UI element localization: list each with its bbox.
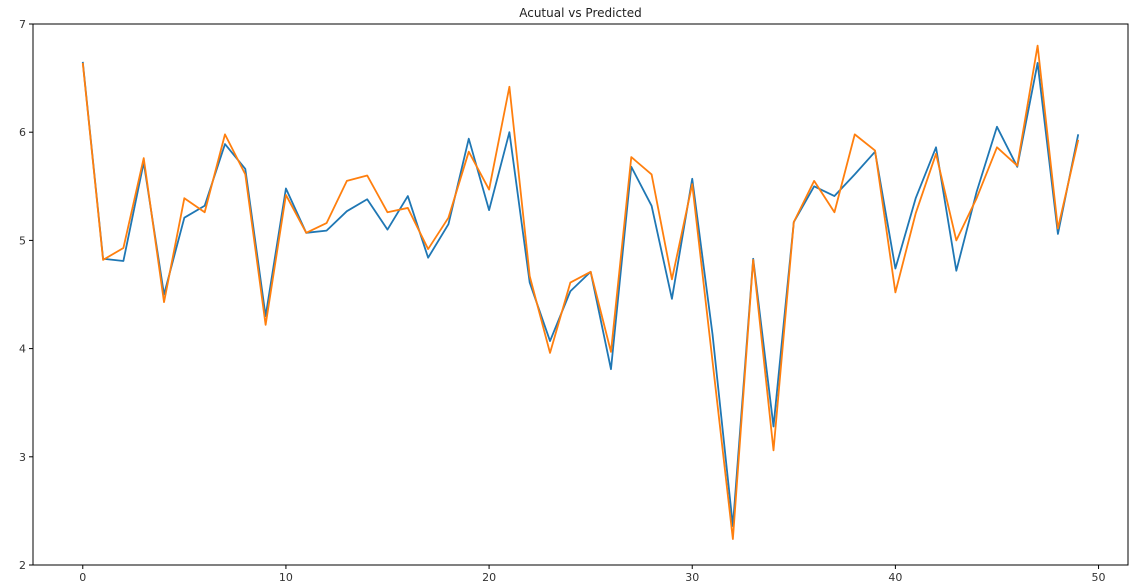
series-line-1 (81, 61, 1080, 527)
y-tick-label: 5 (19, 234, 26, 247)
y-tick-label: 7 (19, 18, 26, 31)
y-tick-label: 2 (19, 559, 26, 572)
x-tick-label: 30 (685, 571, 699, 584)
y-tick-label: 6 (19, 126, 26, 139)
x-tick-label: 20 (482, 571, 496, 584)
x-tick-label: 50 (1092, 571, 1106, 584)
y-tick-label: 4 (19, 343, 26, 356)
chart-title: Acutual vs Predicted (519, 6, 642, 20)
x-tick-label: 10 (279, 571, 293, 584)
plot-frame (32, 23, 1129, 566)
axes: 0 10 20 30 40 50 2 3 4 5 6 7 (19, 18, 1106, 584)
y-tick-label: 3 (19, 451, 26, 464)
series-layer (81, 44, 1080, 540)
series-line-2 (81, 44, 1080, 540)
x-tick-label: 0 (79, 571, 86, 584)
x-tick-label: 40 (888, 571, 902, 584)
